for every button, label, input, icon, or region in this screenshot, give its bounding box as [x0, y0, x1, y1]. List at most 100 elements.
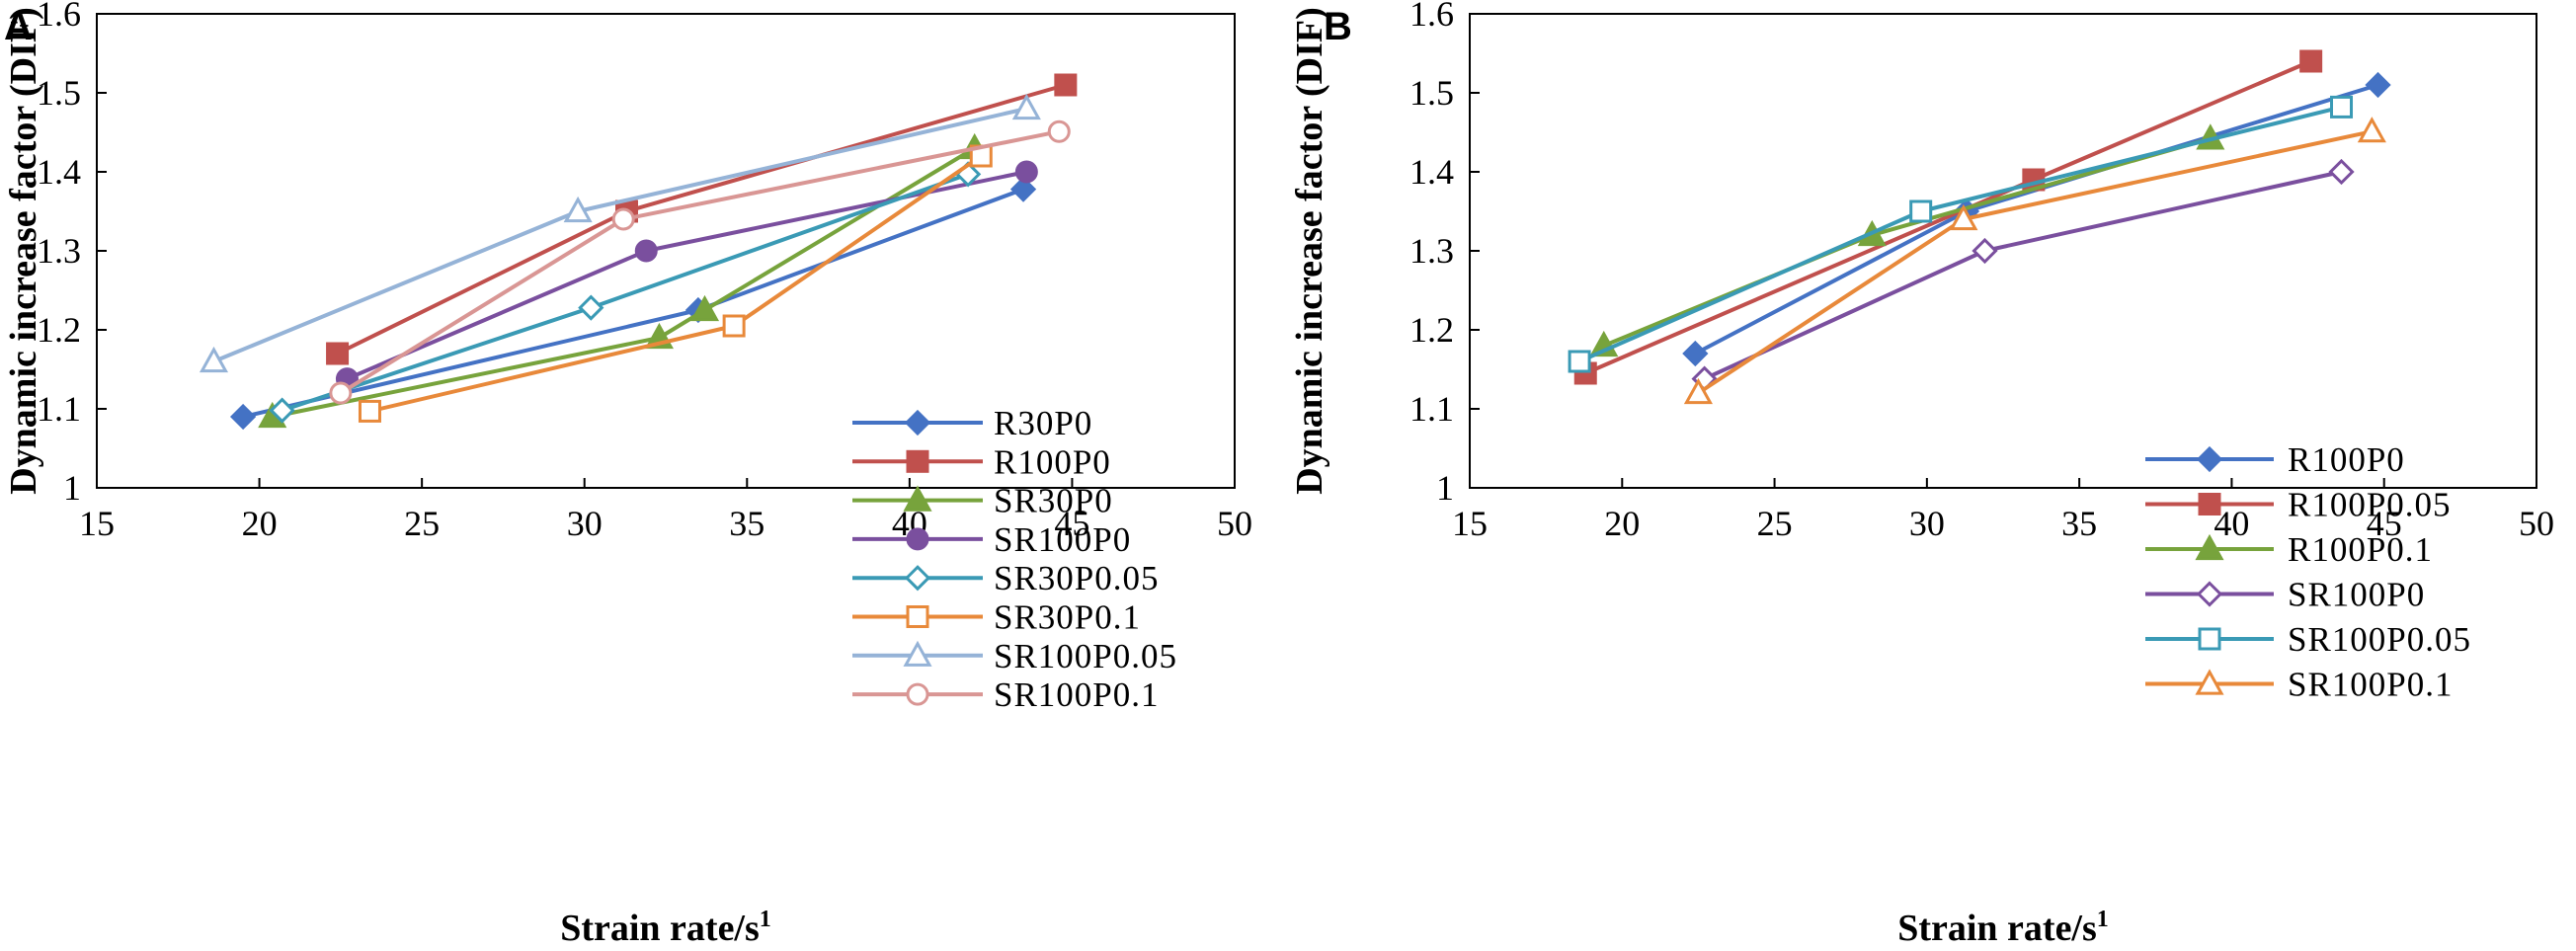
data-point — [611, 207, 635, 231]
legend-item: R30P0 — [852, 404, 1092, 442]
y-tick-label: 1.5 — [37, 73, 81, 113]
legend-item: SR100P0.05 — [2145, 620, 2471, 659]
legend-marker — [906, 449, 929, 473]
x-tick-label: 50 — [1217, 504, 1252, 543]
data-point — [1949, 203, 1978, 231]
y-tick-label: 1 — [1436, 468, 1454, 508]
data-point — [722, 314, 746, 338]
data-point — [1014, 160, 1038, 184]
series-sr100p0 — [1691, 158, 2355, 392]
series-sr100p0-05 — [199, 93, 1041, 373]
series-line — [272, 146, 976, 419]
y-tick-label: 1.1 — [37, 389, 81, 429]
data-point — [1682, 340, 1709, 367]
legend-label: SR30P0.1 — [994, 598, 1141, 637]
legend-label: SR100P0 — [994, 520, 1131, 559]
y-tick-label: 1.1 — [1409, 389, 1454, 429]
legend-marker — [2198, 493, 2221, 515]
legend-item: SR30P0.05 — [852, 559, 1160, 597]
legend-marker — [906, 527, 929, 551]
series-line — [1703, 170, 2342, 381]
series-sr100p0-05 — [1568, 95, 2354, 373]
y-tick-label: 1.2 — [1409, 310, 1454, 350]
y-tick-label: 1.6 — [37, 0, 81, 34]
legend-label: R100P0 — [2288, 440, 2405, 479]
data-point — [1568, 350, 1591, 373]
legend-label: SR30P0 — [994, 482, 1113, 520]
series-r100p0 — [1682, 71, 2391, 367]
y-tick-label: 1.5 — [1409, 73, 1454, 113]
y-axis-title: Dynamic increase factor (DIF) — [1289, 7, 1330, 495]
y-tick-label: 1.3 — [1409, 231, 1454, 271]
x-tick-label: 35 — [2061, 504, 2097, 543]
legend-label: SR100P0 — [2288, 576, 2425, 614]
legend-marker — [906, 682, 929, 706]
data-point — [1909, 199, 1933, 223]
legend-label: SR100P0.05 — [994, 637, 1177, 675]
data-point — [1054, 73, 1078, 97]
x-tick-label: 45 — [1054, 504, 1089, 543]
x-tick-label: 25 — [1757, 504, 1793, 543]
x-tick-label: 30 — [1909, 504, 1945, 543]
legend-marker — [904, 409, 931, 436]
legend-marker — [2198, 627, 2221, 651]
data-point — [326, 342, 350, 365]
legend-item: R100P0 — [2145, 440, 2405, 479]
legend-item: R100P0 — [852, 442, 1111, 481]
series-r100p0-05 — [1573, 49, 2323, 385]
x-axis-title-superscript: 1 — [760, 907, 771, 932]
x-tick-label: 20 — [1604, 504, 1640, 543]
data-point — [2299, 49, 2323, 73]
data-point — [634, 239, 658, 263]
legend-label: R100P0 — [994, 442, 1111, 481]
x-tick-label: 30 — [567, 504, 603, 543]
data-point — [329, 381, 353, 405]
legend: R100P0 R100P0.05 R100P0.1 SR100P0 SR100P0.05… — [2145, 440, 2471, 704]
x-tick-label: 50 — [2519, 504, 2554, 543]
legend-item: SR30P0.1 — [852, 598, 1141, 637]
series-line — [369, 154, 983, 414]
series-line — [1578, 105, 2342, 363]
legend-item: R100P0.05 — [2145, 486, 2452, 524]
panel-letter: A — [4, 5, 33, 48]
data-point — [229, 403, 257, 431]
x-tick-label: 35 — [729, 504, 765, 543]
x-axis-title-superscript: 1 — [2097, 907, 2109, 932]
data-point — [1011, 93, 1041, 120]
panel-a: A11.11.21.31.41.51.615 20 25 30 35 40 45 50Stra… — [3, 0, 1252, 949]
legend-item: SR100P0.1 — [2145, 666, 2453, 704]
x-axis-title-text: Strain rate/s — [560, 908, 760, 949]
legend-label: SR30P0.05 — [994, 559, 1160, 597]
y-tick-label: 1.4 — [1409, 152, 1454, 192]
panel-b: B11.11.21.31.41.51.615 20 25 30 35 40 45 50Stra… — [1289, 0, 2554, 949]
series-sr100p0-1 — [329, 119, 1071, 405]
y-tick-label: 1.2 — [37, 310, 81, 350]
series-sr30p0-1 — [358, 144, 993, 423]
x-axis-title: Strain rate/s1 — [560, 907, 771, 949]
data-point — [2357, 117, 2386, 143]
data-point — [358, 399, 381, 423]
legend-item: SR100P0 — [852, 520, 1131, 559]
x-tick-label: 15 — [1452, 504, 1488, 543]
series-sr100p0-1 — [1683, 117, 2386, 405]
legend-marker — [903, 640, 932, 667]
data-point — [199, 346, 229, 373]
legend-label: SR100P0.1 — [994, 675, 1160, 714]
data-point — [2328, 158, 2355, 186]
legend-label: R30P0 — [994, 404, 1092, 442]
legend-item: SR100P0.1 — [852, 675, 1160, 714]
legend-label: R100P0.05 — [2288, 486, 2452, 524]
legend-item: SR30P0 — [852, 482, 1113, 520]
panel-letter: B — [1324, 5, 1352, 48]
legend-label: SR100P0.05 — [2288, 620, 2471, 659]
data-point — [1683, 377, 1713, 405]
series-line — [1584, 59, 2312, 375]
data-point — [269, 397, 295, 424]
legend-label: R100P0.1 — [2288, 530, 2433, 569]
data-point — [1009, 176, 1037, 202]
data-point — [1047, 119, 1071, 143]
legend-item: SR100P0 — [2145, 576, 2425, 614]
legend-marker — [904, 565, 931, 592]
data-point — [2330, 95, 2354, 119]
